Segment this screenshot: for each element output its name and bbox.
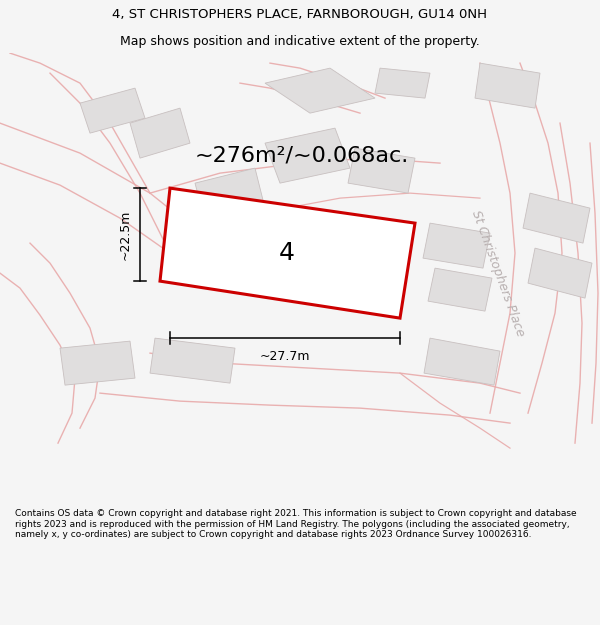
Polygon shape <box>348 148 415 193</box>
Polygon shape <box>225 238 355 293</box>
Text: 4: 4 <box>278 241 294 264</box>
Polygon shape <box>60 341 135 385</box>
Polygon shape <box>424 338 500 385</box>
Polygon shape <box>80 88 145 133</box>
Polygon shape <box>130 108 190 158</box>
Polygon shape <box>195 168 265 221</box>
Text: Contains OS data © Crown copyright and database right 2021. This information is : Contains OS data © Crown copyright and d… <box>15 509 577 539</box>
Text: 4, ST CHRISTOPHERS PLACE, FARNBOROUGH, GU14 0NH: 4, ST CHRISTOPHERS PLACE, FARNBOROUGH, G… <box>113 8 487 21</box>
Polygon shape <box>150 338 235 383</box>
Text: ~27.7m: ~27.7m <box>260 350 310 363</box>
Polygon shape <box>375 68 430 98</box>
Polygon shape <box>160 188 415 318</box>
Polygon shape <box>428 268 492 311</box>
Polygon shape <box>528 248 592 298</box>
Polygon shape <box>222 203 350 258</box>
Text: St Christophers Place: St Christophers Place <box>469 208 527 338</box>
Text: ~276m²/~0.068ac.: ~276m²/~0.068ac. <box>195 145 409 165</box>
Polygon shape <box>423 223 490 268</box>
Polygon shape <box>475 63 540 108</box>
Polygon shape <box>265 128 350 183</box>
Polygon shape <box>265 68 375 113</box>
Text: ~22.5m: ~22.5m <box>119 209 132 260</box>
Text: Map shows position and indicative extent of the property.: Map shows position and indicative extent… <box>120 35 480 48</box>
Polygon shape <box>523 193 590 243</box>
